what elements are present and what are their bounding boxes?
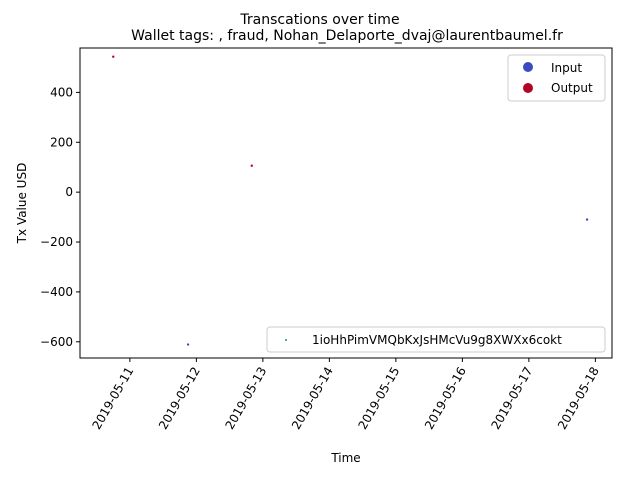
x-axis-label: Time — [330, 451, 360, 465]
data-points — [112, 55, 589, 346]
y-tick-label: −200 — [40, 235, 73, 249]
series-legend: 1ioHhPimVMQbKxJsHMcVu9g8XWXx6cokt — [266, 326, 606, 353]
legend-label-output: Output — [551, 81, 593, 95]
y-tick-label: −600 — [40, 335, 73, 349]
legend-label-input: Input — [551, 61, 582, 75]
data-point-input — [585, 218, 589, 221]
type-legend: Input Output — [507, 54, 606, 102]
chart-title: Transcations over time — [239, 12, 399, 28]
y-tick-label: 400 — [50, 85, 73, 99]
y-tick-label: 0 — [65, 185, 73, 199]
y-axis-label: Tx Value USD — [15, 163, 29, 245]
legend-label-series: 1ioHhPimVMQbKxJsHMcVu9g8XWXx6cokt — [312, 333, 562, 347]
data-point-input — [186, 343, 190, 346]
y-axis: 400 200 0 −200 −400 −600 — [40, 85, 80, 349]
legend-marker-series — [285, 339, 287, 341]
data-point-output — [250, 164, 253, 167]
chart-subtitle: Wallet tags: , fraud, Nohan_Delaporte_dv… — [131, 28, 563, 44]
y-tick-label: 200 — [50, 135, 73, 149]
y-tick-label: −400 — [40, 285, 73, 299]
series-legend-frame — [266, 326, 606, 353]
legend-marker-input — [523, 62, 533, 72]
plot-area — [79, 47, 613, 359]
data-point-output — [112, 55, 115, 58]
legend-marker-output — [523, 83, 533, 93]
